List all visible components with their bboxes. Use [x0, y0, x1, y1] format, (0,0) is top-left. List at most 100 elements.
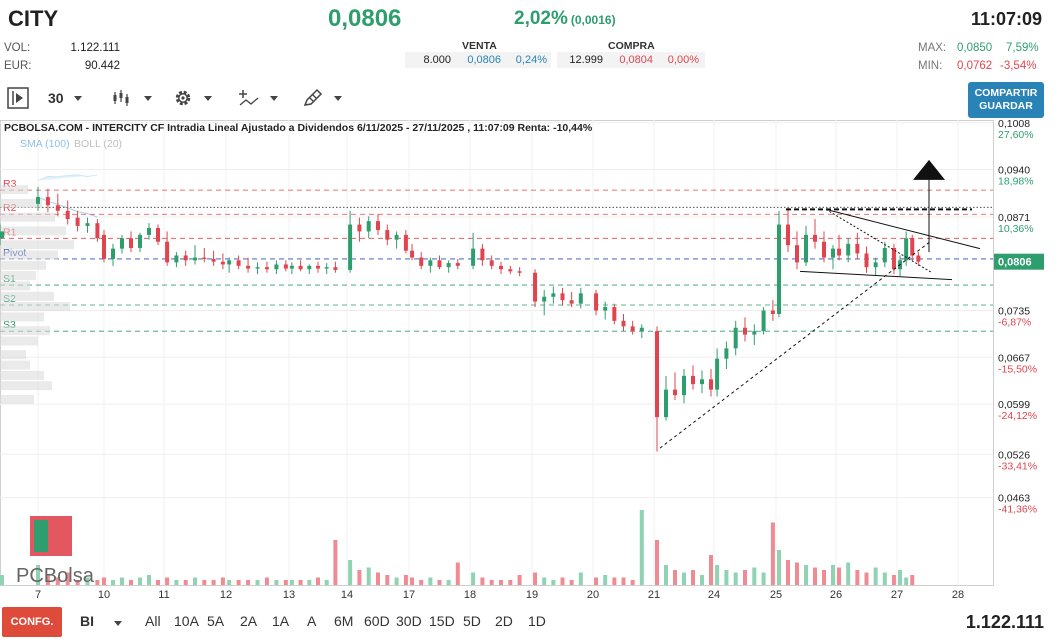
candle-body: [882, 247, 887, 263]
range-button-6m[interactable]: 6M: [334, 613, 354, 629]
y-tick-label: 0,0940: [998, 165, 1030, 177]
x-tick-label: 17: [403, 589, 415, 601]
candle-body: [289, 265, 294, 269]
chart-type-select[interactable]: [112, 86, 152, 110]
candle-body: [138, 234, 142, 248]
chart-svg: R3R2R1PivotS1S2S3PCBolsaPCBOLSA.COM - IN…: [0, 118, 1044, 601]
price-change: 2,02% (0,0016): [514, 8, 616, 30]
volume-bar: [324, 580, 329, 585]
bollinger-band: [37, 174, 98, 181]
gear-icon: [175, 90, 191, 106]
candle-body: [95, 223, 100, 239]
volume-bar: [594, 577, 599, 585]
chart-title: PCBOLSA.COM - INTERCITY CF Intradia Line…: [4, 122, 593, 134]
y-tick-pct: -24,12%: [998, 410, 1037, 422]
volume-bar: [639, 510, 644, 585]
volume-bar: [147, 575, 151, 585]
volume-bar: [578, 572, 583, 585]
play-button[interactable]: [6, 86, 30, 110]
sell-row: 8.000 0,0806 0,24%: [405, 52, 551, 68]
volume-bar: [246, 580, 251, 585]
candle-body: [594, 293, 599, 311]
range-button-1d[interactable]: 1D: [528, 613, 546, 629]
volume-profile-bar: [0, 312, 44, 322]
price-chart[interactable]: R3R2R1PivotS1S2S3PCBolsaPCBOLSA.COM - IN…: [0, 118, 1048, 605]
volume-bar: [366, 567, 371, 585]
candle-body: [846, 243, 851, 256]
range-button-a[interactable]: A: [307, 613, 317, 629]
volume-bar: [673, 570, 677, 585]
candle-body: [174, 255, 179, 263]
range-button-15d[interactable]: 15D: [429, 613, 455, 629]
volume-bar: [822, 570, 826, 585]
volume-bar: [202, 580, 207, 585]
candle-body: [724, 348, 729, 359]
volume-bar: [174, 580, 179, 585]
range-button-2d[interactable]: 2D: [495, 613, 513, 629]
settings-select[interactable]: [172, 86, 212, 110]
buy-title: COMPRA: [608, 40, 655, 52]
range-button-60d[interactable]: 60D: [364, 613, 390, 629]
candle-body: [227, 260, 232, 265]
candle-body: [394, 234, 399, 240]
volume-bar: [770, 522, 775, 585]
draw-tools-select[interactable]: [302, 86, 342, 110]
candle-body: [639, 327, 644, 332]
chart-footer: CONFG. BI All 10A 5A 2A 1A A 6M 60D 30D 15D 5D 2D 1D…: [0, 604, 1058, 640]
sell-title: VENTA: [462, 40, 497, 52]
candle-body: [165, 241, 170, 263]
config-button[interactable]: CONFG.: [2, 607, 62, 637]
range-button-5d[interactable]: 5D: [463, 613, 481, 629]
candle-body: [283, 264, 288, 269]
volume-bar: [873, 567, 878, 585]
x-tick-label: 26: [830, 589, 842, 601]
volume-bar: [385, 575, 390, 585]
interval-value: 30: [48, 90, 64, 106]
range-button-1a[interactable]: 1A: [272, 613, 290, 629]
volume-bar: [655, 540, 659, 585]
volume-bar: [682, 572, 686, 585]
candle-body: [183, 255, 188, 261]
volume-profile-bar: [0, 336, 38, 346]
volume-bar: [307, 580, 312, 585]
mode-select[interactable]: BI: [80, 613, 122, 629]
volume-bar: [138, 577, 142, 585]
volume-bar: [831, 565, 835, 585]
volume-bar: [855, 570, 860, 585]
range-button-10a[interactable]: 10A: [174, 613, 199, 629]
candle-body: [274, 264, 279, 270]
volume-bar: [904, 577, 909, 585]
y-tick-label: 0,0463: [998, 493, 1030, 505]
volume-bar: [220, 577, 225, 585]
candle-body: [691, 375, 695, 385]
x-tick-label: 7: [35, 589, 41, 601]
volume-profile-bar: [0, 185, 28, 195]
candle-body: [36, 197, 40, 204]
volume-bar: [333, 540, 338, 585]
candle-body: [193, 257, 197, 261]
range-button-5a[interactable]: 5A: [207, 613, 225, 629]
candle-body: [202, 257, 207, 259]
volume-profile-bar: [0, 226, 66, 236]
vol-value: 1.122.111: [70, 42, 120, 54]
candle-body: [376, 221, 380, 231]
volume-bar: [715, 565, 720, 585]
buy-pct: 0,00%: [667, 54, 699, 66]
indicators-select[interactable]: [238, 86, 278, 110]
volume-bar: [864, 572, 869, 585]
play-icon: [7, 87, 29, 109]
candle-body: [0, 231, 4, 239]
volume-bar: [709, 555, 713, 585]
share-save-button[interactable]: COMPARTIR GUARDAR: [968, 82, 1044, 118]
range-button-30d[interactable]: 30D: [396, 613, 422, 629]
indicators-icon: [239, 90, 259, 106]
x-tick-label: 24: [708, 589, 720, 601]
volume-profile-bar: [0, 260, 46, 270]
interval-select[interactable]: 30: [48, 86, 82, 110]
min-label: MIN:: [918, 60, 943, 72]
range-button-all[interactable]: All: [145, 613, 161, 629]
volume-bar: [283, 580, 288, 585]
last-price-marker: [994, 253, 1044, 270]
range-button-2a[interactable]: 2A: [240, 613, 258, 629]
candlestick-icon: [113, 90, 129, 106]
